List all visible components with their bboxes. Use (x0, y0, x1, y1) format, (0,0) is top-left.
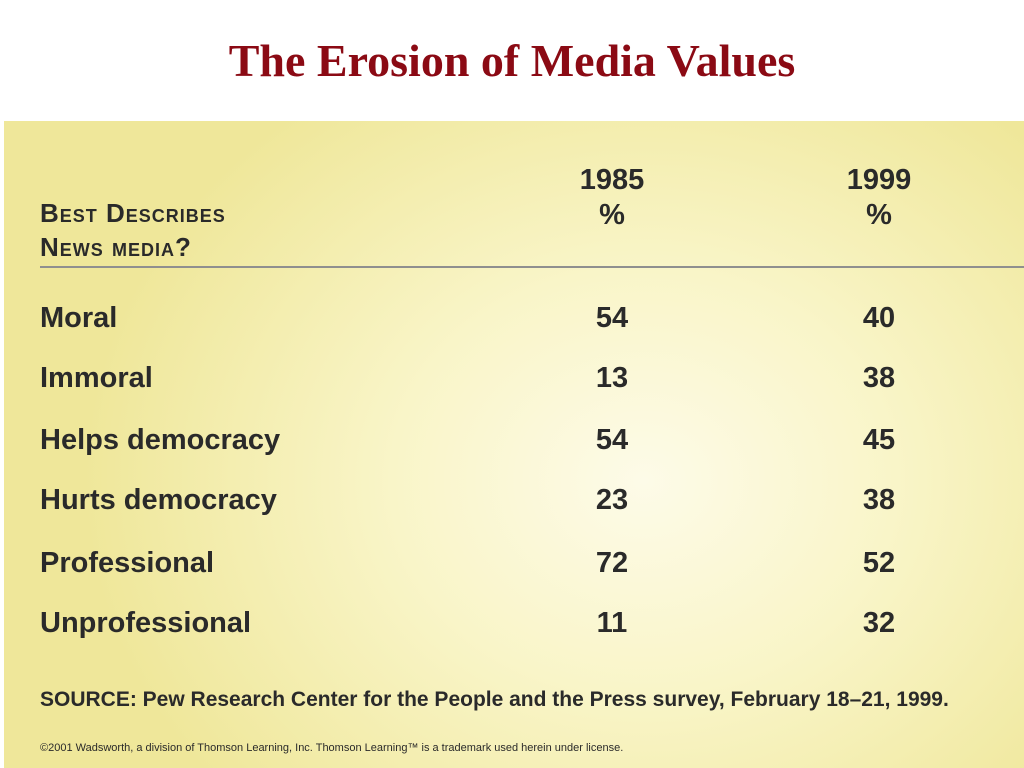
source-note: SOURCE: Pew Research Center for the Peop… (40, 688, 949, 711)
row-label: Helps democracy (40, 424, 281, 456)
row-label: Professional (40, 547, 215, 579)
table-row: Unprofessional 11 32 (4, 603, 1024, 643)
table-row: Immoral 13 38 (4, 358, 1024, 398)
row-label: Hurts democracy (40, 484, 277, 516)
row-header-line-1: Best Describes (40, 198, 226, 228)
column-header-1985: 1985 % (552, 163, 672, 233)
row-label: Immoral (40, 362, 153, 394)
table-row: Hurts democracy 23 38 (4, 480, 1024, 520)
table-row: Moral 54 40 (4, 298, 1024, 338)
column-header-1999: 1999 % (814, 163, 944, 233)
slide-title: The Erosion of Media Values (228, 35, 796, 86)
row-header-line-2: News media? (40, 232, 192, 262)
table-row: Professional 72 52 (4, 543, 1024, 583)
cell-1999: 52 (862, 547, 896, 579)
header-divider (40, 266, 1024, 268)
cell-1985: 72 (595, 547, 629, 579)
cell-1985: 23 (595, 484, 629, 516)
column-year-1985: 1985 (579, 164, 645, 196)
table-row: Helps democracy 54 45 (4, 420, 1024, 460)
cell-1999: 40 (862, 302, 896, 334)
copyright-note: ©2001 Wadsworth, a division of Thomson L… (40, 742, 624, 754)
row-header: Best Describes News media? (40, 196, 226, 264)
row-label: Moral (40, 302, 118, 334)
survey-table-panel: 1985 % 1999 % Best Describes News media?… (4, 121, 1024, 768)
column-unit-1999: % (866, 199, 892, 231)
cell-1985: 54 (595, 424, 629, 456)
cell-1999: 38 (862, 484, 896, 516)
cell-1985: 11 (596, 607, 628, 639)
column-year-1999: 1999 (846, 164, 912, 196)
cell-1999: 45 (862, 424, 896, 456)
cell-1999: 38 (862, 362, 896, 394)
cell-1985: 54 (595, 302, 629, 334)
column-unit-1985: % (599, 199, 625, 231)
cell-1999: 32 (862, 607, 896, 639)
cell-1985: 13 (595, 362, 629, 394)
row-label: Unprofessional (40, 607, 252, 639)
